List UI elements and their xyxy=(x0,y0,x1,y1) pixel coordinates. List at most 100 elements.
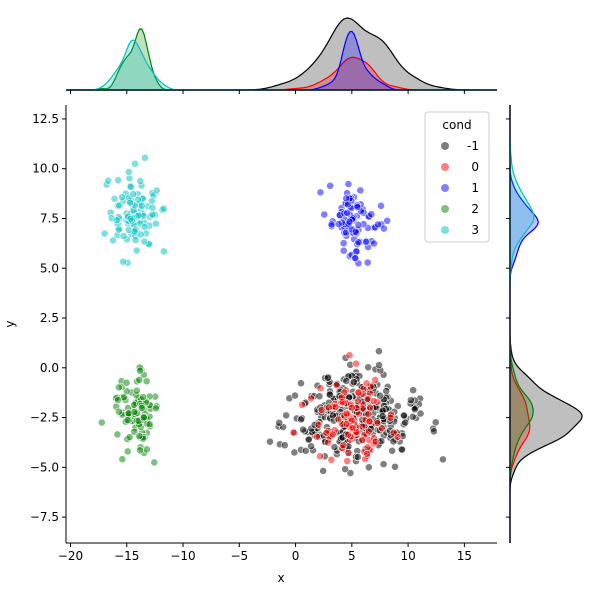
point-cond-3 xyxy=(140,237,149,246)
point-cond-3 xyxy=(129,190,138,198)
point-cond--1 xyxy=(379,460,388,469)
point-cond--1 xyxy=(275,418,284,427)
point-cond-0 xyxy=(342,409,351,418)
point-cond--1 xyxy=(297,415,305,424)
y-tick-label: −5.0 xyxy=(30,460,59,474)
point-cond-2 xyxy=(114,407,123,416)
point-cond-1 xyxy=(354,238,363,247)
point-cond-1 xyxy=(356,186,365,195)
point-cond-0 xyxy=(332,381,341,390)
point-cond--1 xyxy=(378,412,387,421)
point-cond-0 xyxy=(362,379,371,388)
point-cond-3 xyxy=(126,183,135,191)
point-cond--1 xyxy=(341,465,350,474)
point-cond-0 xyxy=(348,424,357,433)
point-cond-3 xyxy=(112,216,121,225)
point-cond-1 xyxy=(339,239,348,248)
axes: −20 −15 −10 −5 0 5 10 15−7.5−5.0−2.50.02.55.07.… xyxy=(30,90,510,563)
x-tick-label: 0 xyxy=(292,549,300,563)
legend-title: cond xyxy=(442,118,471,132)
point-cond-0 xyxy=(298,400,306,409)
point-cond-0 xyxy=(365,417,374,426)
point-cond-3 xyxy=(152,186,161,195)
legend-label: 1 xyxy=(471,181,479,195)
point-cond-2 xyxy=(122,378,131,387)
legend-marker-cond--1 xyxy=(441,142,449,150)
point-cond-2 xyxy=(136,446,144,455)
point-cond-0 xyxy=(328,430,337,439)
point-cond-1 xyxy=(377,201,385,210)
point-cond--1 xyxy=(407,396,415,405)
point-cond-0 xyxy=(366,403,374,412)
point-cond--1 xyxy=(280,441,289,450)
legend-box xyxy=(424,111,490,243)
x-tick-label: −20 xyxy=(58,549,83,563)
point-cond--1 xyxy=(299,425,307,434)
point-cond-0 xyxy=(364,410,373,419)
point-cond-1 xyxy=(370,239,378,248)
legend-label: 2 xyxy=(471,202,479,216)
point-cond-2 xyxy=(135,375,144,384)
point-cond-2 xyxy=(139,393,147,401)
point-cond-1 xyxy=(345,217,354,226)
point-cond-0 xyxy=(345,351,354,360)
point-cond--1 xyxy=(282,411,291,420)
point-cond-0 xyxy=(363,443,372,452)
point-cond-0 xyxy=(353,397,362,406)
point-cond-2 xyxy=(142,445,151,454)
point-cond-3 xyxy=(100,229,109,238)
y-tick-label: 7.5 xyxy=(40,211,59,225)
point-cond--1 xyxy=(430,427,438,436)
point-cond-3 xyxy=(140,222,149,231)
point-cond-3 xyxy=(137,201,146,210)
point-cond-3 xyxy=(148,203,157,212)
point-cond-0 xyxy=(352,359,360,368)
point-cond-3 xyxy=(131,236,140,245)
point-cond-3 xyxy=(124,168,133,176)
point-cond-1 xyxy=(374,220,382,229)
point-cond-1 xyxy=(363,258,372,267)
top-kde-cond-3 xyxy=(66,39,497,91)
point-cond--1 xyxy=(375,361,383,369)
point-cond-0 xyxy=(343,430,352,439)
point-cond-0 xyxy=(354,388,363,397)
point-cond-3 xyxy=(119,257,128,266)
point-cond-1 xyxy=(351,254,360,263)
legend-label: 0 xyxy=(471,160,479,174)
legend: cond -1 0 1 2 3 xyxy=(424,111,490,243)
point-cond--1 xyxy=(330,443,339,451)
point-cond-2 xyxy=(137,404,146,412)
point-cond--1 xyxy=(328,411,337,420)
point-cond-3 xyxy=(159,247,168,256)
point-cond-1 xyxy=(327,220,336,229)
point-cond-3 xyxy=(141,153,149,162)
point-cond--1 xyxy=(291,391,299,400)
point-cond--1 xyxy=(266,437,274,446)
legend-marker-cond-3 xyxy=(441,226,449,234)
point-cond-0 xyxy=(364,427,373,436)
point-cond--1 xyxy=(323,373,332,382)
point-cond-0 xyxy=(389,428,398,437)
point-cond-1 xyxy=(367,210,376,219)
point-cond-0 xyxy=(317,406,326,414)
point-cond-1 xyxy=(343,208,352,217)
point-cond--1 xyxy=(388,446,397,455)
point-cond--1 xyxy=(319,467,328,475)
y-tick-label: 12.5 xyxy=(32,112,59,126)
right-kde-cond-1 xyxy=(509,105,539,543)
point-cond-3 xyxy=(119,232,128,240)
point-cond-0 xyxy=(342,420,351,428)
point-cond-1 xyxy=(334,220,343,228)
point-cond-2 xyxy=(151,404,160,413)
point-cond-2 xyxy=(113,430,122,439)
point-cond-3 xyxy=(114,225,123,234)
x-tick-label: 5 xyxy=(348,549,356,563)
point-cond-3 xyxy=(115,201,124,210)
point-cond-0 xyxy=(363,450,372,458)
point-cond-2 xyxy=(135,432,144,440)
point-cond-2 xyxy=(130,408,139,416)
point-cond-0 xyxy=(373,419,382,428)
point-cond-3 xyxy=(109,236,117,245)
point-cond-1 xyxy=(354,221,363,229)
point-cond--1 xyxy=(431,418,440,427)
